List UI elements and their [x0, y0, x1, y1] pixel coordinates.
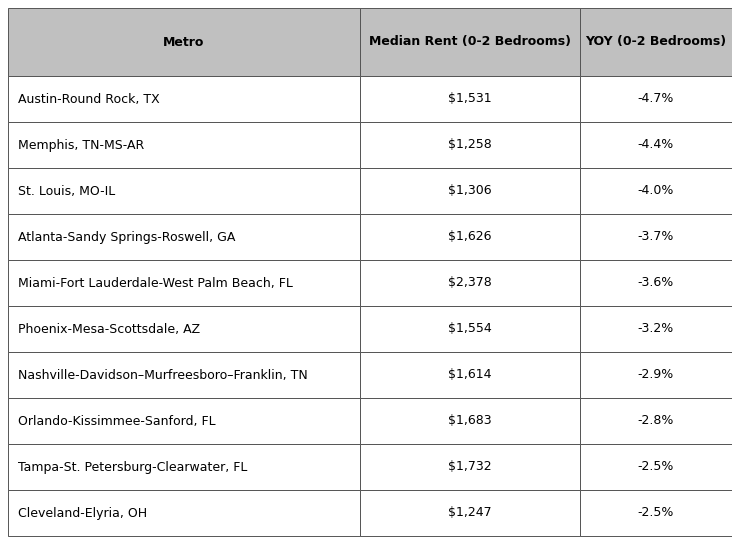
- Text: Cleveland-Elyria, OH: Cleveland-Elyria, OH: [18, 506, 147, 519]
- Text: $1,531: $1,531: [448, 92, 492, 105]
- Text: -3.2%: -3.2%: [638, 323, 674, 336]
- Text: $1,247: $1,247: [448, 506, 492, 519]
- Bar: [580, 352, 732, 398]
- Bar: [360, 352, 580, 398]
- Text: $1,614: $1,614: [448, 368, 492, 381]
- Text: -2.5%: -2.5%: [638, 461, 674, 474]
- Text: Orlando-Kissimmee-Sanford, FL: Orlando-Kissimmee-Sanford, FL: [18, 415, 216, 427]
- Text: Memphis, TN-MS-AR: Memphis, TN-MS-AR: [18, 139, 144, 151]
- Text: -3.6%: -3.6%: [638, 277, 674, 289]
- Bar: [8, 122, 360, 168]
- Text: Nashville-Davidson–Murfreesboro–Franklin, TN: Nashville-Davidson–Murfreesboro–Franklin…: [18, 368, 307, 381]
- Text: -4.0%: -4.0%: [638, 185, 674, 198]
- Bar: [8, 444, 360, 490]
- Bar: [8, 8, 360, 76]
- Bar: [360, 444, 580, 490]
- Text: $1,554: $1,554: [448, 323, 492, 336]
- Bar: [8, 76, 360, 122]
- Bar: [580, 8, 732, 76]
- Bar: [8, 306, 360, 352]
- Bar: [360, 168, 580, 214]
- Text: $1,626: $1,626: [448, 230, 492, 243]
- Bar: [580, 214, 732, 260]
- Bar: [360, 122, 580, 168]
- Bar: [360, 8, 580, 76]
- Text: $1,258: $1,258: [448, 139, 492, 151]
- Text: Metro: Metro: [163, 35, 205, 48]
- Bar: [8, 214, 360, 260]
- Text: $2,378: $2,378: [448, 277, 492, 289]
- Bar: [360, 490, 580, 536]
- Bar: [360, 76, 580, 122]
- Bar: [580, 444, 732, 490]
- Bar: [8, 398, 360, 444]
- Bar: [360, 398, 580, 444]
- Bar: [8, 352, 360, 398]
- Text: -3.7%: -3.7%: [638, 230, 674, 243]
- Bar: [360, 306, 580, 352]
- Text: Phoenix-Mesa-Scottsdale, AZ: Phoenix-Mesa-Scottsdale, AZ: [18, 323, 200, 336]
- Text: Miami-Fort Lauderdale-West Palm Beach, FL: Miami-Fort Lauderdale-West Palm Beach, F…: [18, 277, 293, 289]
- Text: $1,683: $1,683: [448, 415, 492, 427]
- Bar: [580, 490, 732, 536]
- Bar: [8, 260, 360, 306]
- Text: -2.5%: -2.5%: [638, 506, 674, 519]
- Text: St. Louis, MO-IL: St. Louis, MO-IL: [18, 185, 115, 198]
- Bar: [580, 76, 732, 122]
- Bar: [580, 168, 732, 214]
- Bar: [8, 490, 360, 536]
- Bar: [360, 260, 580, 306]
- Bar: [360, 214, 580, 260]
- Bar: [580, 306, 732, 352]
- Text: Median Rent (0-2 Bedrooms): Median Rent (0-2 Bedrooms): [369, 35, 571, 48]
- Text: $1,306: $1,306: [448, 185, 492, 198]
- Text: Atlanta-Sandy Springs-Roswell, GA: Atlanta-Sandy Springs-Roswell, GA: [18, 230, 236, 243]
- Text: $1,732: $1,732: [448, 461, 492, 474]
- Text: YOY (0-2 Bedrooms): YOY (0-2 Bedrooms): [586, 35, 727, 48]
- Text: -2.9%: -2.9%: [638, 368, 674, 381]
- Text: Austin-Round Rock, TX: Austin-Round Rock, TX: [18, 92, 160, 105]
- Text: -2.8%: -2.8%: [638, 415, 674, 427]
- Bar: [580, 122, 732, 168]
- Text: Tampa-St. Petersburg-Clearwater, FL: Tampa-St. Petersburg-Clearwater, FL: [18, 461, 247, 474]
- Bar: [580, 398, 732, 444]
- Bar: [580, 260, 732, 306]
- Text: -4.4%: -4.4%: [638, 139, 674, 151]
- Bar: [8, 168, 360, 214]
- Text: -4.7%: -4.7%: [638, 92, 674, 105]
